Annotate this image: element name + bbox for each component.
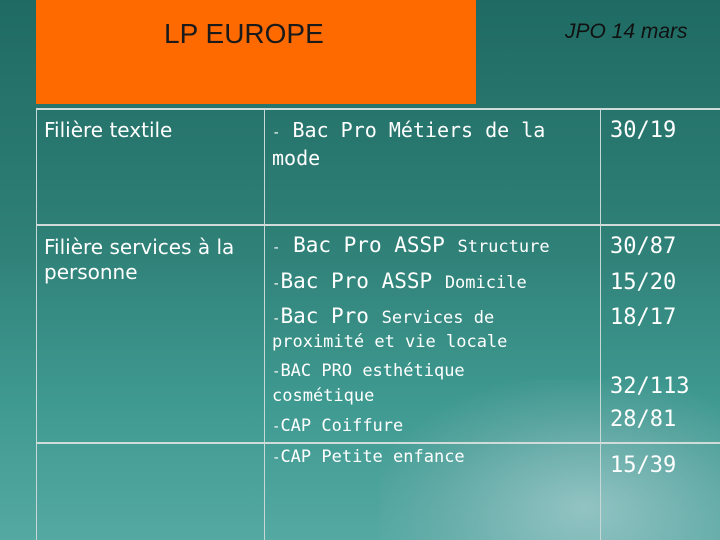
bullet-dash: - [272,364,281,380]
event-subtitle: JPO 14 mars [565,20,688,43]
table-divider-2 [600,108,601,540]
table-divider-1 [264,108,265,540]
program-main: Bac Pro ASSP [280,269,433,293]
stat-cap-coiffure: 28/81 [610,407,677,432]
stat-assp-structure: 30/87 [610,234,677,259]
stat-esthetique: 32/113 [610,374,690,399]
table-border-left [36,108,37,540]
program-cap-petite-enfance: -CAP Petite enfance [272,447,465,467]
program-cap-coiffure: -CAP Coiffure [272,416,403,436]
bullet-dash: - [272,240,281,256]
table-row-divider-lower [36,442,720,444]
row-label-textile: Filière textile [44,118,173,142]
program-option: Structure [457,237,550,257]
stat-services-proximite: 18/17 [610,305,677,330]
row-label-services: Filière services à la personne [44,235,235,284]
program-services-proximite: -Bac Pro Services de [272,304,494,328]
program-main: CAP Petite enfance [280,447,465,467]
program-main: Bac Pro ASSP [293,233,445,257]
program-services-line2: proximité et vie locale [272,332,508,352]
stat-assp-domicile: 15/20 [610,270,677,295]
program-option: Domicile [444,273,527,293]
program-main: CAP Coiffure [280,416,404,436]
program-line1: Bac Pro Métiers de la [292,118,546,142]
program-esthetique: -BAC PRO esthétique [272,361,465,381]
stat-cap-petite-enfance: 15/39 [610,453,677,478]
program-mode: - Bac Pro Métiers de la [272,118,545,142]
stat-textile: 30/19 [610,118,677,143]
bullet-dash: - [272,125,281,141]
table-row-divider [36,224,720,226]
program-option: Services de [381,308,495,328]
bullet-dash: - [272,276,281,292]
bullet-dash: - [272,311,281,327]
background-mountain [380,380,720,540]
program-assp-domicile: -Bac Pro ASSP Domicile [272,269,527,293]
program-assp-structure: - Bac Pro ASSP Structure [272,233,550,257]
page-title: LP EUROPE [164,18,324,49]
program-mode-line2: mode [272,146,321,170]
title-banner: LP EUROPE [36,0,476,104]
bullet-dash: - [272,450,281,466]
program-main: BAC PRO esthétique [280,361,465,381]
bullet-dash: - [272,419,281,435]
program-main: Bac Pro [280,304,369,328]
program-esthetique-line2: cosmétique [272,386,375,406]
table-border-top [36,108,720,110]
